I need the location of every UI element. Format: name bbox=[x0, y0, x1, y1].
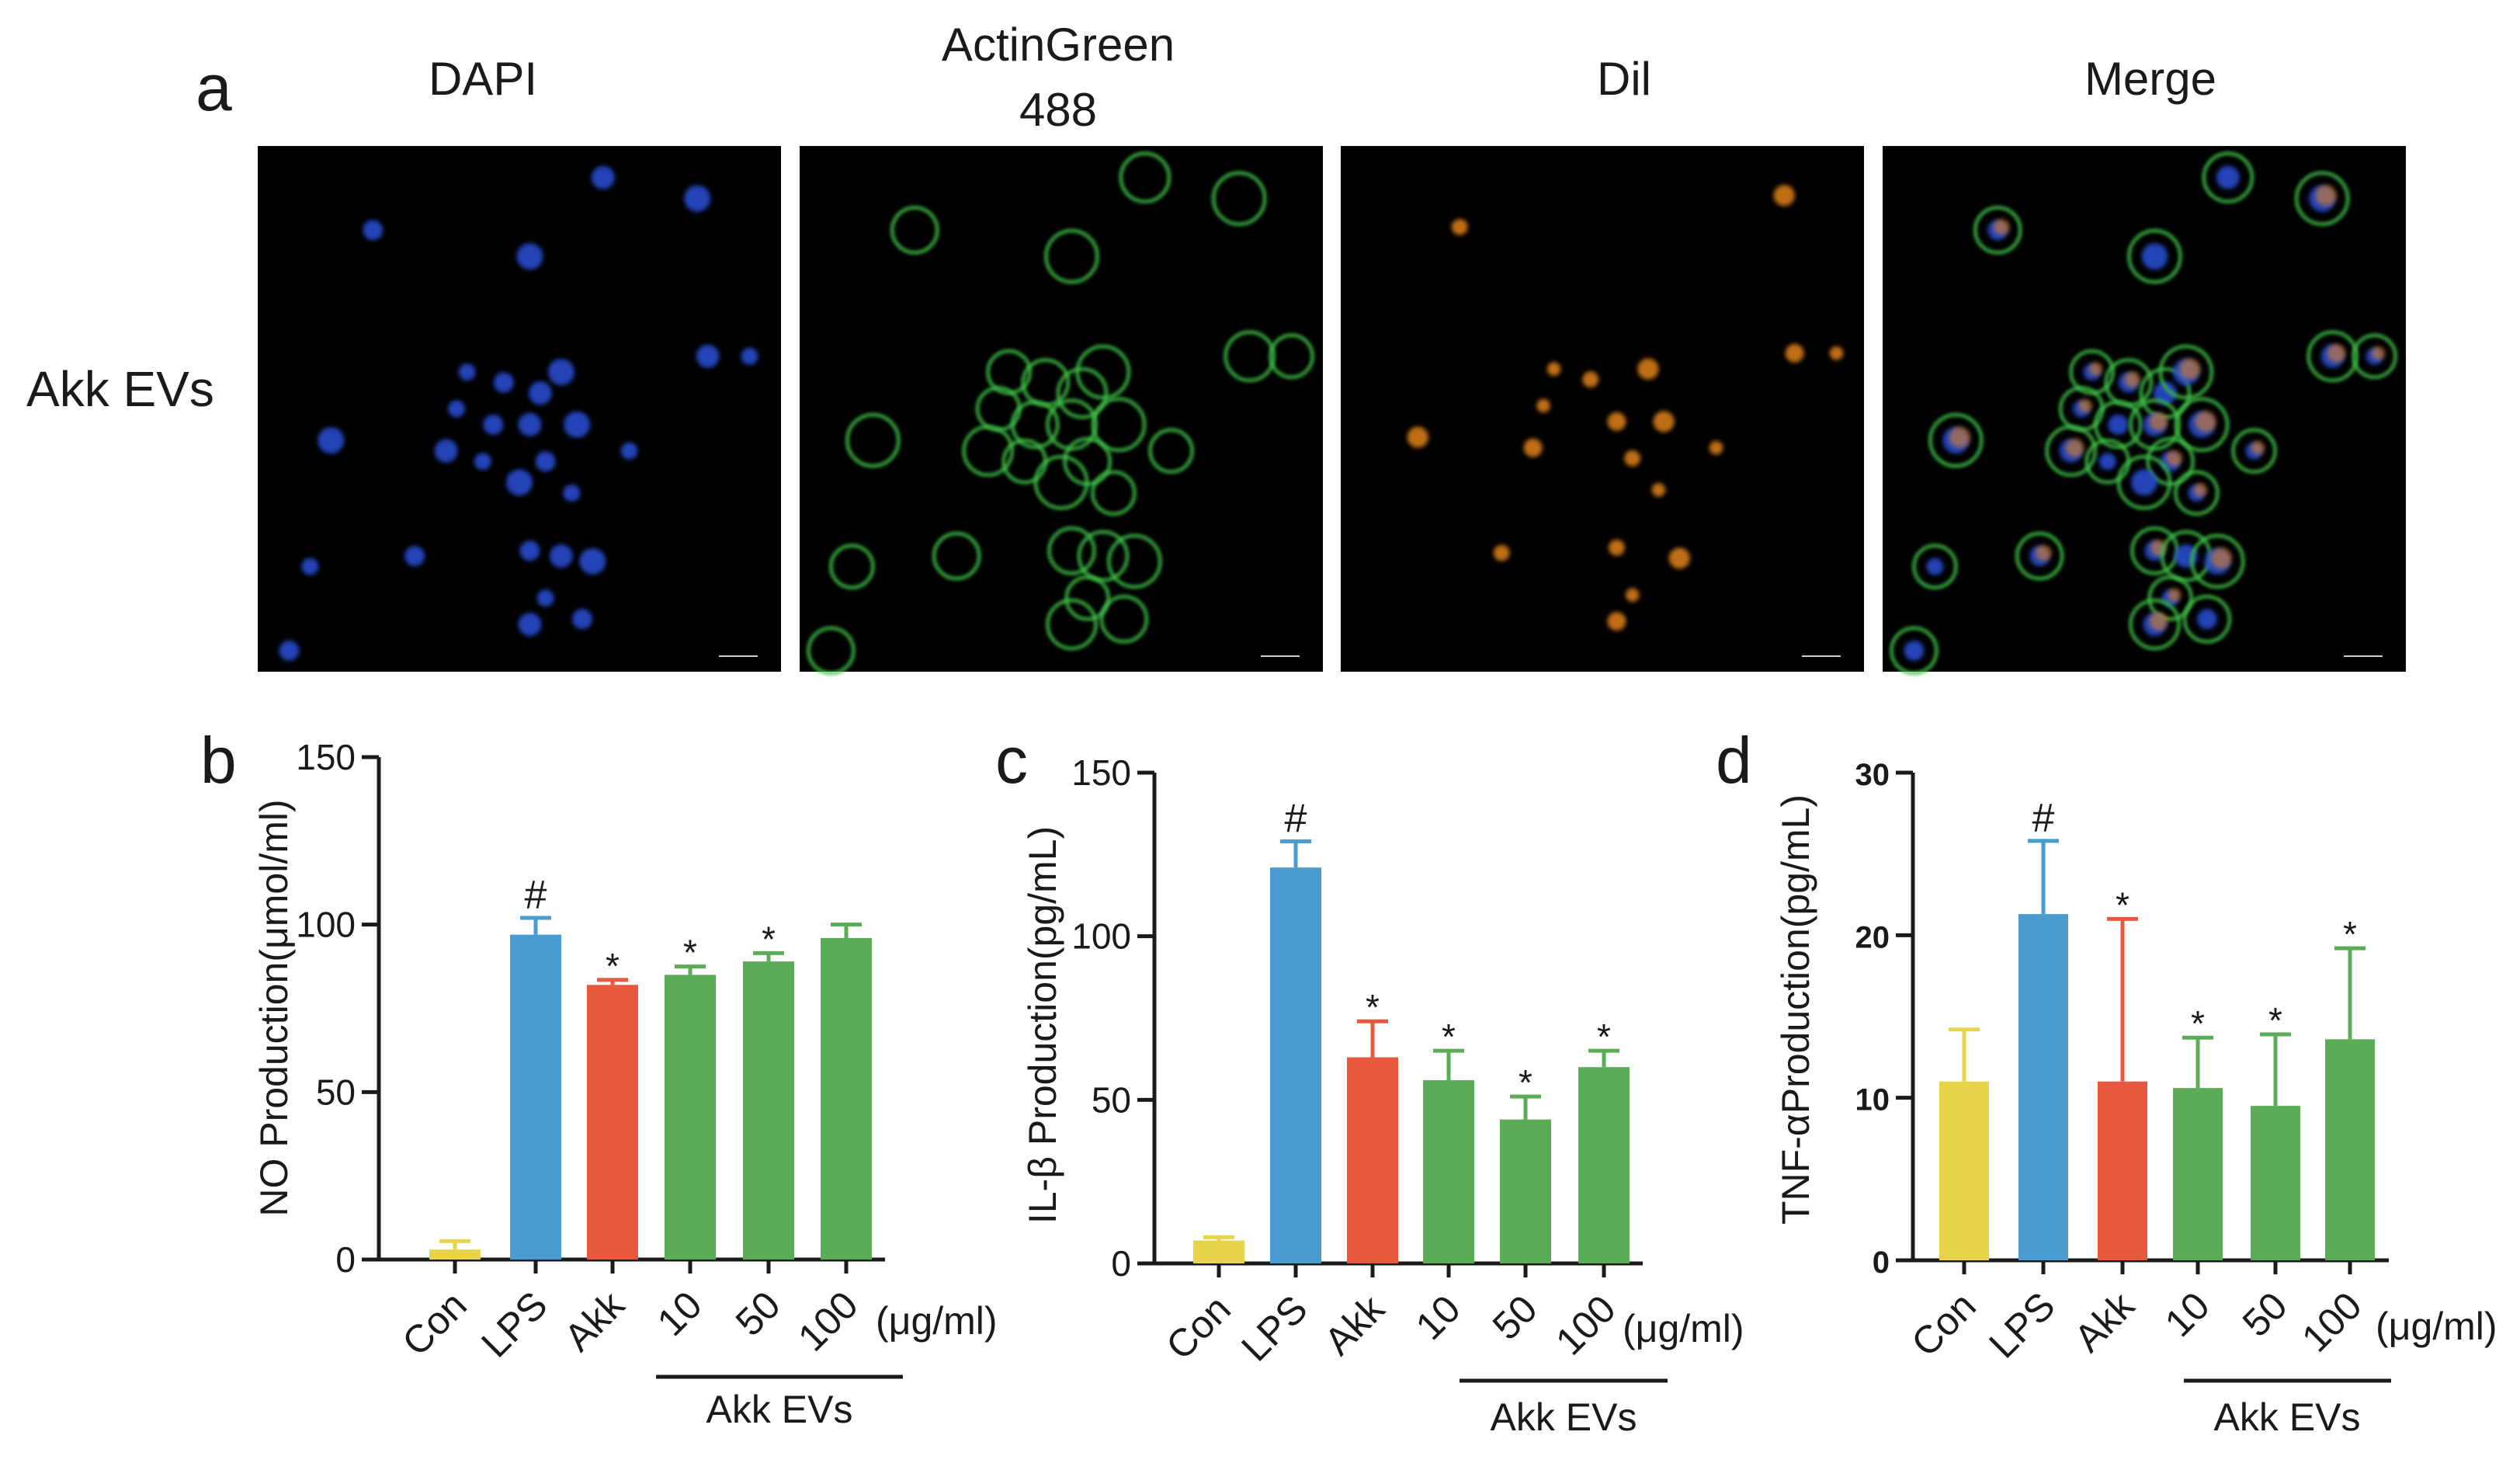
chart-d-tnf-alpha-production: d 0 10 20 30 TNF-αProduction(pg/mL) Con # LPS * Ak… bbox=[1716, 724, 2497, 1439]
row-label-akk-evs: Akk EVs bbox=[26, 361, 214, 417]
significance-hash: # bbox=[2032, 796, 2055, 841]
panel-letter-d: d bbox=[1716, 724, 1752, 797]
bar-lps bbox=[1270, 867, 1321, 1263]
y-tick-label: 0 bbox=[1873, 1246, 1890, 1280]
panel-letter-a: a bbox=[196, 51, 232, 124]
significance-star: * bbox=[1597, 1016, 1611, 1057]
category-label: Con bbox=[1903, 1284, 1984, 1364]
bar-10 bbox=[1423, 1080, 1474, 1263]
category-label: 100 bbox=[790, 1283, 866, 1360]
category-label: Akk bbox=[1316, 1286, 1393, 1363]
significance-star: * bbox=[2191, 1003, 2205, 1044]
y-tick-label: 150 bbox=[296, 737, 356, 777]
category-label: 10 bbox=[649, 1283, 710, 1344]
significance-star: * bbox=[2343, 914, 2357, 954]
bar-100 bbox=[1578, 1067, 1630, 1263]
category-label: Akk bbox=[2066, 1283, 2143, 1360]
significance-star: * bbox=[683, 933, 697, 973]
y-tick-label: 50 bbox=[1092, 1079, 1131, 1120]
y-tick-label: 100 bbox=[1071, 916, 1131, 957]
microscopy-image-actingreen bbox=[800, 146, 1323, 676]
y-tick-label: 0 bbox=[1111, 1243, 1131, 1284]
column-title-dil: Dil bbox=[1597, 53, 1651, 105]
category-label: 50 bbox=[727, 1283, 789, 1344]
y-tick-label: 20 bbox=[1855, 920, 1890, 954]
category-label: 100 bbox=[1547, 1287, 1624, 1364]
y-tick-label: 10 bbox=[1855, 1083, 1890, 1117]
bar-100 bbox=[2325, 1039, 2375, 1260]
column-title-dapi: DAPI bbox=[429, 53, 537, 105]
category-label: 50 bbox=[2234, 1284, 2296, 1345]
bar-50 bbox=[2251, 1106, 2300, 1260]
bar-akk bbox=[2098, 1081, 2147, 1260]
category-label: 50 bbox=[1484, 1287, 1546, 1348]
microscopy-image-merge bbox=[1883, 146, 2406, 676]
bar-lps bbox=[2018, 914, 2068, 1260]
category-label: Con bbox=[1158, 1287, 1238, 1367]
column-title-merge: Merge bbox=[2084, 53, 2216, 105]
unit-label: (μg/ml) bbox=[876, 1299, 998, 1343]
bar-con bbox=[429, 1249, 481, 1260]
bar-10 bbox=[665, 975, 716, 1260]
panel-letter-b: b bbox=[200, 724, 237, 797]
y-tick-label: 50 bbox=[316, 1072, 356, 1112]
y-axis-title: IL-β Production(pg/mL) bbox=[1021, 826, 1064, 1224]
y-axis-title: TNF-αProduction(pg/mL) bbox=[1774, 794, 1817, 1225]
category-label: 100 bbox=[2293, 1284, 2370, 1360]
bar-lps bbox=[510, 934, 561, 1260]
bar-50 bbox=[1500, 1119, 1551, 1263]
significance-star: * bbox=[606, 946, 620, 986]
bar-akk bbox=[1347, 1057, 1398, 1263]
category-label: Con bbox=[394, 1283, 474, 1364]
microscopy-image-dil bbox=[1341, 146, 1864, 672]
significance-star: * bbox=[2268, 1000, 2282, 1041]
unit-label: (μg/ml) bbox=[2376, 1305, 2497, 1348]
group-label-akk-evs: Akk EVs bbox=[706, 1388, 853, 1431]
bar-akk bbox=[587, 985, 638, 1260]
y-tick-label: 150 bbox=[1071, 752, 1131, 793]
significance-star: * bbox=[2116, 884, 2130, 925]
category-label: 10 bbox=[1408, 1287, 1469, 1348]
microscopy-image-dapi bbox=[258, 146, 781, 672]
significance-star: * bbox=[1519, 1062, 1532, 1103]
category-label: LPS bbox=[1233, 1287, 1315, 1369]
column-title-actingreen-488: 488 bbox=[1019, 84, 1097, 136]
unit-label: (μg/ml) bbox=[1623, 1307, 1744, 1350]
bar-con bbox=[1193, 1240, 1244, 1263]
bar-10 bbox=[2173, 1088, 2223, 1260]
category-label: Akk bbox=[556, 1282, 633, 1359]
significance-star: * bbox=[1442, 1016, 1456, 1057]
bar-100 bbox=[821, 937, 872, 1260]
y-tick-label: 100 bbox=[296, 905, 356, 945]
group-label-akk-evs: Akk EVs bbox=[1491, 1395, 1637, 1439]
bar-50 bbox=[743, 961, 794, 1260]
category-label: LPS bbox=[1980, 1284, 2063, 1366]
group-label-akk-evs: Akk EVs bbox=[2214, 1395, 2361, 1439]
panel-a: a Akk EVs DAPI ActinGreen 488 Dil Merge bbox=[26, 19, 2406, 676]
significance-star: * bbox=[1366, 987, 1380, 1027]
category-label: LPS bbox=[473, 1283, 555, 1365]
category-label: 10 bbox=[2157, 1284, 2218, 1345]
y-tick-label: 0 bbox=[335, 1239, 356, 1280]
panel-letter-c: c bbox=[995, 724, 1028, 797]
y-axis-title: NO Production(μmol/ml) bbox=[252, 799, 296, 1216]
y-tick-label: 30 bbox=[1855, 758, 1890, 792]
bar-con bbox=[1939, 1081, 1989, 1260]
significance-hash: # bbox=[1285, 796, 1307, 841]
significance-hash: # bbox=[525, 873, 547, 918]
significance-star: * bbox=[762, 919, 776, 959]
column-title-actingreen: ActinGreen bbox=[942, 19, 1175, 71]
